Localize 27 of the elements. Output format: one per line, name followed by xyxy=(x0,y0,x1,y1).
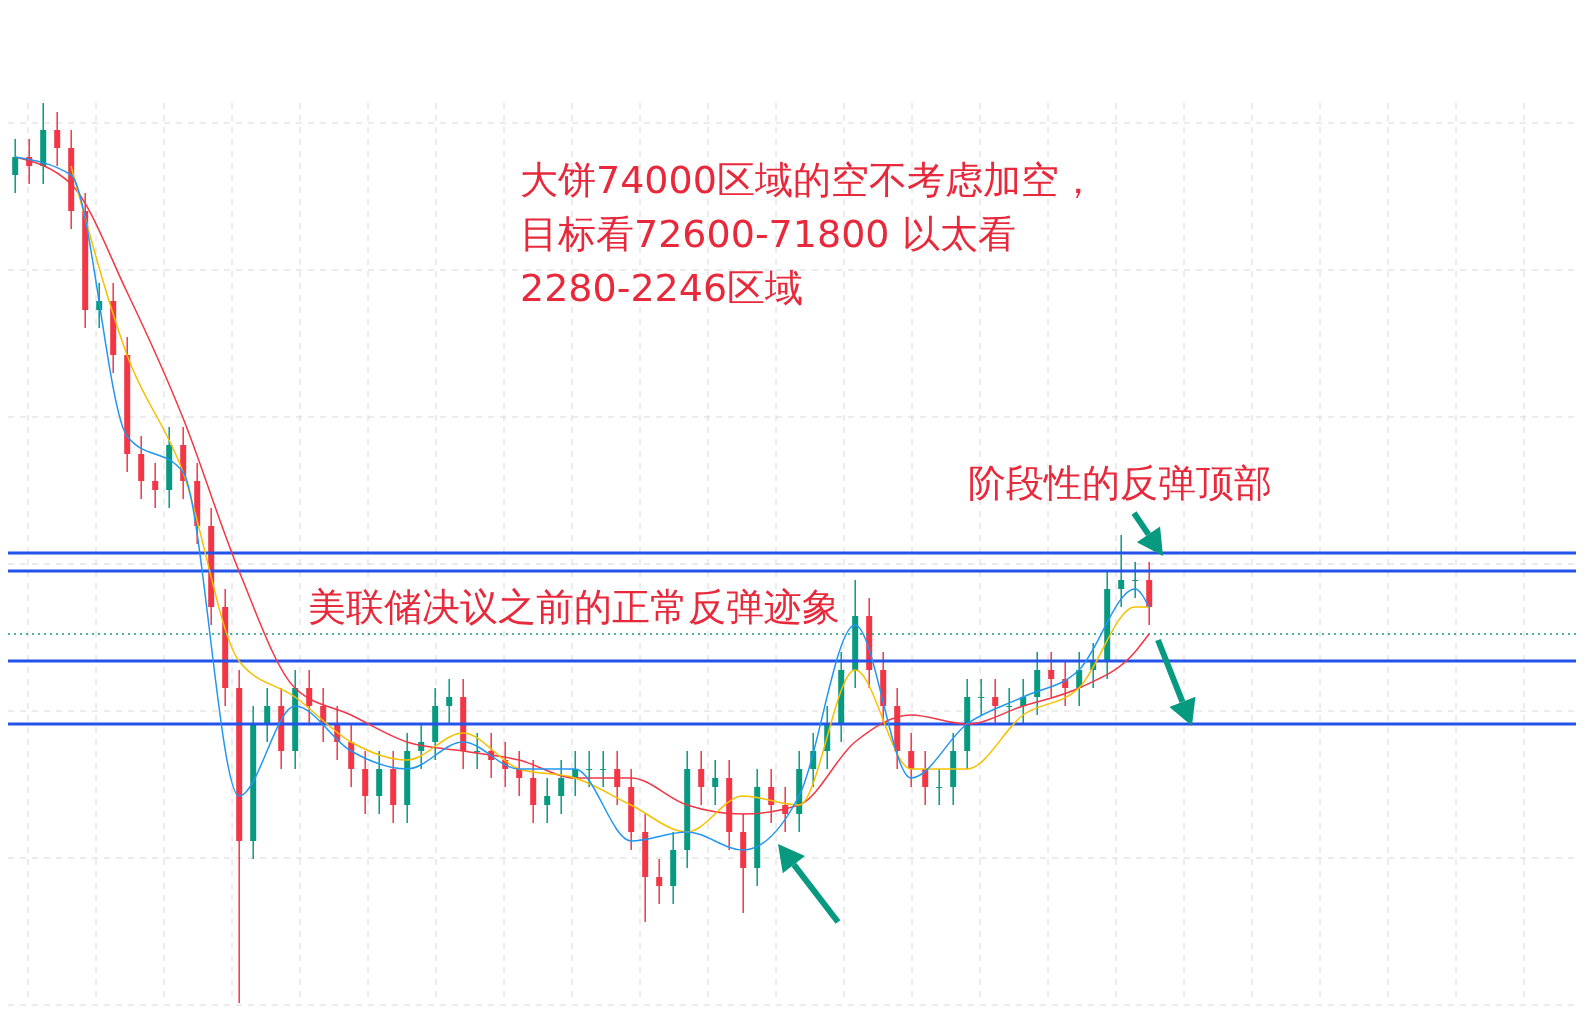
candlestick xyxy=(54,111,61,167)
annotation: 目标看72600-71800 以太看 xyxy=(520,211,1016,258)
candlestick xyxy=(152,462,159,509)
candlestick xyxy=(264,687,271,743)
annotation: 美联储决议之前的正常反弹迹象 xyxy=(308,584,840,631)
candlestick xyxy=(1118,534,1125,608)
candlestick xyxy=(656,858,663,905)
candlestick xyxy=(992,678,999,725)
candlestick xyxy=(544,777,551,824)
annotation: 2280-2246区域 xyxy=(520,265,804,312)
candlestick xyxy=(12,138,19,194)
candlestick xyxy=(446,678,453,725)
candlestick xyxy=(1006,687,1013,725)
candlestick xyxy=(698,750,705,806)
candlestick xyxy=(516,750,523,797)
candlestick xyxy=(978,678,985,716)
candlestick xyxy=(936,768,943,806)
candlestick xyxy=(712,759,719,806)
candlestick xyxy=(1132,561,1139,599)
candlestick xyxy=(1048,651,1055,698)
candlestick xyxy=(908,732,915,788)
candlestick xyxy=(474,732,481,770)
annotation: 阶段性的反弹顶部 xyxy=(968,460,1272,507)
annotation: 大饼74000区域的空不考虑加空， xyxy=(520,157,1097,204)
candlestick xyxy=(586,750,593,788)
candlestick xyxy=(600,750,607,788)
candlestick xyxy=(558,759,565,815)
